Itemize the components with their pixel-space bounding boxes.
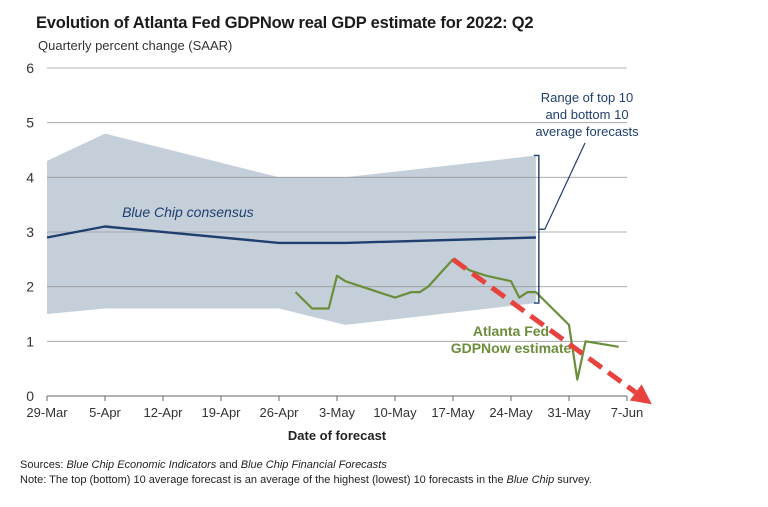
x-tick-label-9: 31-May [547, 405, 591, 420]
trend-arrow-head [629, 384, 652, 405]
range-band [47, 133, 536, 325]
x-tick-label-7: 17-May [431, 405, 475, 420]
x-tick-label-4: 26-Apr [259, 405, 299, 420]
y-tick-label-6: 6 [26, 60, 34, 76]
x-tick-label-10: 7-Jun [611, 405, 644, 420]
series-label-gdpnow-1: GDPNow estimate [451, 340, 572, 356]
survey-note: Note: The top (bottom) 10 average foreca… [20, 474, 592, 486]
gdp-chart: 0 1 2 3 4 5 6 29-Mar 5-Apr 12-Apr 19-Apr 26-Apr 3-Ma… [26, 60, 652, 443]
series-line-1 [294, 258, 619, 381]
band-label-2: average forecasts [535, 124, 639, 139]
series-line-0 [46, 225, 536, 245]
y-tick-label-2: 2 [26, 279, 34, 295]
series-label-gdpnow-0: Atlanta Fed [473, 323, 549, 339]
x-tick-label-5: 3-May [319, 405, 356, 420]
series-label-blue-chip: Blue Chip consensus [122, 204, 254, 220]
x-axis-title: Date of forecast [288, 428, 387, 443]
band-callout-line [544, 142, 586, 230]
y-tick-label-4: 4 [26, 169, 34, 185]
sources-source1: Blue Chip Economic Indicators [66, 459, 217, 471]
y-tick-label-3: 3 [26, 224, 34, 240]
x-tick-label-1: 5-Apr [89, 405, 121, 420]
x-tick-label-3: 19-Apr [201, 405, 241, 420]
sources-and: and [216, 459, 241, 471]
y-tick-label-0: 0 [26, 388, 34, 404]
trend-arrow-line [451, 257, 638, 395]
sources-source2: Blue Chip Financial Forecasts [240, 459, 387, 471]
x-tick-label-8: 24-May [489, 405, 533, 420]
sources-note: Sources: Blue Chip Economic Indicators a… [20, 459, 387, 471]
y-tick-label-1: 1 [26, 333, 34, 349]
chart-title: Evolution of Atlanta Fed GDPNow real GDP… [36, 14, 534, 32]
note-prefix: Note: The top (bottom) 10 average foreca… [20, 474, 507, 486]
band-label-1: and bottom 10 [545, 107, 628, 122]
x-tick-label-6: 10-May [373, 405, 417, 420]
x-tick-label-2: 12-Apr [143, 405, 183, 420]
x-tick-label-0: 29-Mar [26, 405, 68, 420]
chart-subtitle: Quarterly percent change (SAAR) [38, 38, 233, 53]
note-italic: Blue Chip [506, 474, 555, 486]
band-label-0: Range of top 10 [541, 90, 634, 105]
y-tick-label-5: 5 [26, 115, 34, 131]
sources-prefix: Sources: [20, 459, 67, 471]
note-suffix: survey. [554, 474, 592, 486]
